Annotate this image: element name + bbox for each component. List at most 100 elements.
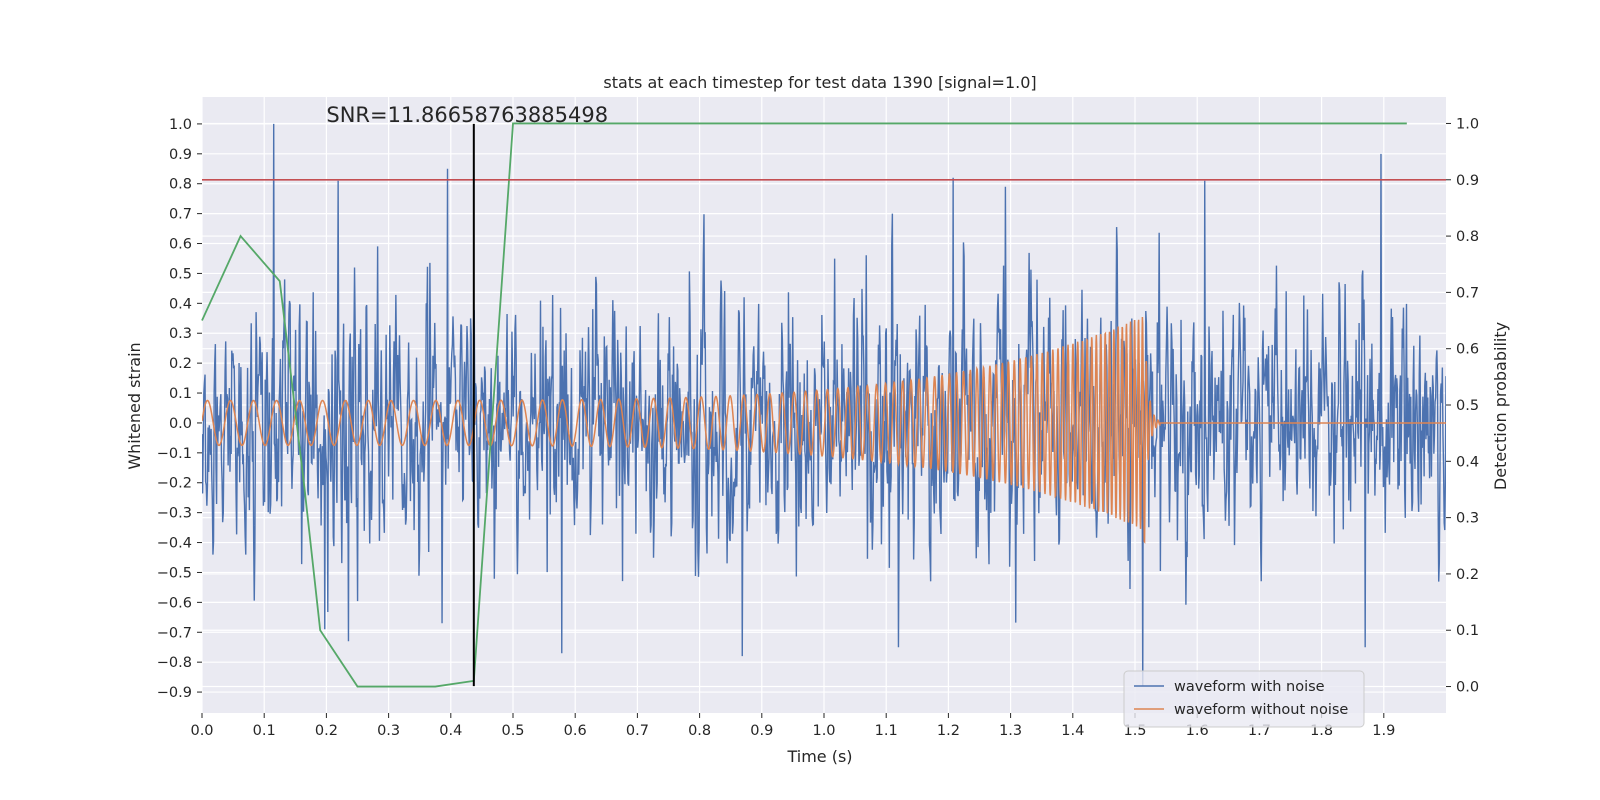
y-right-axis-label: Detection probability [1491, 322, 1510, 490]
y-tick-label: −0.9 [157, 685, 192, 701]
y-tick: −0.1 [157, 446, 202, 462]
y-tick: 0.8 [169, 177, 202, 193]
y-tick: 0.5 [169, 266, 202, 282]
x-tick-label: 0.7 [626, 723, 649, 739]
y-right-tick: 0.7 [1446, 285, 1479, 301]
x-tick: 1.0 [812, 713, 836, 739]
x-tick-label: 1.3 [999, 723, 1022, 739]
y-right-tick: 0.4 [1446, 454, 1479, 470]
y-tick-label: 0.7 [169, 207, 192, 223]
y-tick: −0.2 [157, 476, 202, 492]
y-tick: 0.3 [169, 326, 202, 342]
x-tick-label: 1.1 [875, 723, 898, 739]
y-right-tick-label: 0.8 [1456, 229, 1479, 245]
y-tick: 0.0 [169, 416, 202, 432]
x-tick: 1.1 [875, 713, 898, 739]
y-tick-label: −0.4 [157, 536, 192, 552]
y-tick-label: −0.8 [157, 655, 192, 671]
x-tick-label: 0.8 [688, 723, 711, 739]
series-waveform-without-noise [202, 316, 1446, 544]
y-right-tick: 0.8 [1446, 229, 1479, 245]
y-tick: 0.6 [169, 237, 202, 253]
y-right-tick-label: 0.2 [1456, 567, 1479, 583]
y-tick-label: −0.2 [157, 476, 192, 492]
snr-annotation: SNR=11.86658763885498 [326, 103, 608, 127]
y-tick-label: −0.3 [157, 506, 192, 522]
x-tick-label: 0.0 [190, 723, 213, 739]
x-tick: 1.2 [937, 713, 960, 739]
y-tick-label: 0.2 [169, 356, 192, 372]
x-tick: 0.6 [564, 713, 587, 739]
y-right-tick-label: 0.3 [1456, 511, 1479, 527]
legend-label-noisy: waveform with noise [1174, 679, 1325, 695]
y-tick: −0.6 [157, 595, 202, 611]
y-right-tick-label: 0.6 [1456, 342, 1479, 358]
x-tick: 0.8 [688, 713, 711, 739]
x-tick-label: 0.4 [439, 723, 462, 739]
y-right-tick: 1.0 [1446, 116, 1479, 132]
legend-box [1123, 670, 1365, 728]
y-tick: 0.9 [169, 147, 202, 163]
x-tick-label: 0.5 [501, 723, 524, 739]
y-tick: −0.7 [157, 625, 202, 641]
x-tick-label: 0.3 [377, 723, 400, 739]
y-tick-label: 0.3 [169, 326, 192, 342]
x-tick: 0.1 [253, 713, 276, 739]
y-tick-label: 1.0 [169, 117, 192, 133]
x-tick-label: 0.2 [315, 723, 338, 739]
y-tick: 1.0 [169, 117, 202, 133]
x-tick-label: 1.4 [1061, 723, 1084, 739]
y-tick-label: 0.8 [169, 177, 192, 193]
y-tick: −0.9 [157, 685, 202, 701]
y-axis-label: Whitened strain [125, 342, 144, 469]
x-axis-ticks: 0.0 0.1 0.2 0.3 0.4 0.5 0.6 0.7 0.8 0.9 1.0 1.1 1.2 1… [190, 713, 1395, 739]
y-right-tick: 0.0 [1446, 680, 1479, 696]
y-axis-ticks: 1.0 0.9 0.8 0.7 0.6 0.5 0.4 0.3 0.2 0.1 0.0 −0.1 −0.… [157, 117, 202, 701]
y-tick: −0.4 [157, 536, 202, 552]
x-axis-label: Time (s) [786, 747, 852, 766]
chart-title: stats at each timestep for test data 139… [603, 73, 1036, 92]
y-tick-label: 0.6 [169, 237, 192, 253]
x-tick: 0.2 [315, 713, 338, 739]
x-tick: 0.0 [190, 713, 214, 739]
y-right-tick: 0.5 [1446, 398, 1479, 414]
x-tick-label: 0.6 [564, 723, 587, 739]
series-waveform-with-noise [202, 123, 1446, 687]
y-tick: −0.8 [157, 655, 202, 671]
legend-label-clean: waveform without noise [1174, 702, 1348, 718]
y-tick-label: 0.1 [169, 386, 192, 402]
x-tick-label: 1.0 [812, 723, 835, 739]
y-tick: 0.4 [169, 296, 202, 312]
y-right-tick-label: 1.0 [1456, 116, 1479, 132]
y-tick: 0.1 [169, 386, 202, 402]
x-tick: 0.7 [626, 713, 649, 739]
y-right-tick: 0.9 [1446, 173, 1479, 189]
y-tick-label: 0.5 [169, 266, 192, 282]
y-right-tick: 0.2 [1446, 567, 1479, 583]
x-tick: 0.4 [439, 713, 462, 739]
y-right-tick-label: 0.4 [1456, 454, 1479, 470]
y-right-tick-label: 0.0 [1456, 680, 1479, 696]
y-tick-label: 0.9 [169, 147, 192, 163]
x-tick-label: 1.2 [937, 723, 960, 739]
x-tick: 1.9 [1372, 713, 1395, 739]
x-tick: 0.5 [501, 713, 525, 739]
x-tick-label: 0.1 [253, 723, 276, 739]
x-tick: 1.3 [999, 713, 1022, 739]
x-tick-label: 0.9 [750, 723, 773, 739]
y-right-tick-label: 0.1 [1456, 623, 1479, 639]
y-tick: 0.2 [169, 356, 202, 372]
y-tick-label: −0.7 [157, 625, 192, 641]
y-tick-label: −0.5 [157, 565, 192, 581]
y-tick: −0.3 [157, 506, 202, 522]
legend: waveform with noise waveform without noi… [1123, 670, 1365, 728]
y-tick-label: 0.0 [169, 416, 192, 432]
y-tick-label: −0.1 [157, 446, 192, 462]
y-right-axis-ticks: 1.0 0.9 0.8 0.7 0.6 0.5 0.4 0.3 0.2 0.1 0.0 [1446, 116, 1479, 696]
y-tick: 0.7 [169, 207, 202, 223]
y-right-tick-label: 0.9 [1456, 173, 1479, 189]
x-tick: 0.9 [750, 713, 773, 739]
x-tick: 0.3 [377, 713, 400, 739]
y-tick: −0.5 [157, 565, 202, 581]
